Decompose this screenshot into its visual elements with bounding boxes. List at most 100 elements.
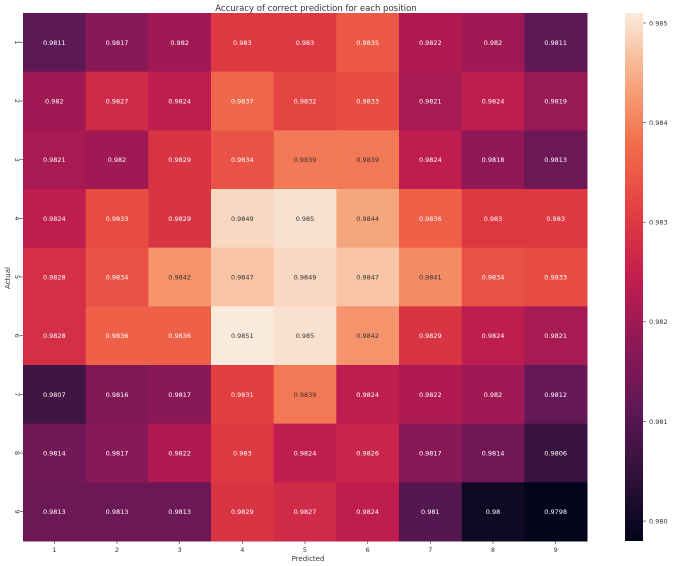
heatmap-cell	[85, 71, 149, 131]
colorbar-tick-label: 0.982	[649, 318, 668, 326]
x-tick-label: 3	[178, 546, 182, 554]
heatmap-cell	[399, 189, 463, 249]
heatmap-cell	[148, 247, 212, 307]
heatmap-cell	[85, 482, 149, 542]
heatmap-cell	[461, 71, 525, 131]
cell-value-label: 0.9824	[168, 98, 191, 106]
heatmap-cell	[273, 130, 337, 190]
cell-value-label: 0.9833	[544, 274, 567, 282]
cell-value-label: 0.9836	[168, 332, 191, 340]
colorbar	[625, 13, 643, 541]
cell-value-label: 0.9822	[419, 391, 442, 399]
heatmap-cell	[461, 13, 525, 73]
heatmap-cell	[148, 13, 212, 73]
heatmap-cell	[23, 365, 87, 425]
x-tick-label: 5	[303, 546, 307, 554]
heatmap-cell	[461, 482, 525, 542]
heatmap-cell	[23, 71, 87, 131]
cell-value-label: 0.981	[421, 508, 440, 516]
cell-value-label: 0.983	[233, 450, 252, 458]
colorbar-ticks: 0.980 0.981 0.982 0.983 0.984 0.985	[643, 19, 668, 525]
cell-value-label: 0.9828	[43, 332, 66, 340]
heatmap-cell	[524, 423, 588, 483]
heatmap-cell	[524, 247, 588, 307]
cell-value-label: 0.9829	[168, 156, 191, 164]
cell-value-label: 0.9822	[168, 450, 191, 458]
cell-value-label: 0.982	[484, 39, 503, 47]
heatmap-cell	[336, 365, 400, 425]
cell-value-label: 0.9812	[544, 391, 567, 399]
heatmap-cell	[336, 13, 400, 73]
cell-value-label: 0.9821	[544, 332, 567, 340]
colorbar-tick-label: 0.985	[649, 19, 668, 27]
heatmap-cell	[85, 189, 149, 249]
heatmap-cell	[85, 13, 149, 73]
x-tick-label: 1	[52, 546, 56, 554]
cell-value-label: 0.9833	[106, 215, 129, 223]
cell-value-label: 0.9818	[482, 156, 505, 164]
x-tick-label: 7	[428, 546, 432, 554]
cell-value-label: 0.982	[45, 98, 64, 106]
y-tick-label: 3	[13, 158, 21, 162]
cell-value-label: 0.9847	[356, 274, 379, 282]
heatmap-cell	[85, 306, 149, 366]
heatmap-cell	[399, 130, 463, 190]
cell-value-label: 0.982	[108, 156, 127, 164]
cell-value-label: 0.9831	[231, 391, 254, 399]
heatmap-cells: 0.9811 0.9817 0.982 0.983 0.983 0.9835 0.9822 0…	[23, 13, 588, 542]
heatmap-cell	[273, 423, 337, 483]
cell-value-label: 0.982	[484, 391, 503, 399]
heatmap-cell	[148, 482, 212, 542]
colorbar-tick-label: 0.984	[649, 119, 668, 127]
heatmap-cell	[524, 189, 588, 249]
heatmap-cell	[211, 71, 275, 131]
heatmap-cell	[461, 247, 525, 307]
heatmap-cell	[524, 130, 588, 190]
heatmap-cell	[399, 247, 463, 307]
cell-value-label: 0.9842	[168, 274, 191, 282]
x-tick-label: 6	[366, 546, 370, 554]
x-axis-ticks: 1 2 3 4 5 6 7 8 9	[52, 541, 558, 554]
cell-value-label: 0.983	[296, 39, 315, 47]
cell-value-label: 0.9834	[231, 156, 254, 164]
heatmap-cell	[461, 130, 525, 190]
cell-value-label: 0.9835	[356, 39, 379, 47]
cell-value-label: 0.9817	[106, 450, 129, 458]
cell-value-label: 0.9824	[356, 508, 379, 516]
heatmap-cell	[399, 365, 463, 425]
heatmap-cell	[211, 423, 275, 483]
cell-value-label: 0.9834	[106, 274, 129, 282]
heatmap-cell	[23, 247, 87, 307]
cell-value-label: 0.9816	[106, 391, 129, 399]
heatmap-cell	[211, 247, 275, 307]
heatmap-cell	[273, 365, 337, 425]
cell-value-label: 0.9821	[43, 156, 66, 164]
cell-value-label: 0.9824	[294, 450, 317, 458]
y-axis-ticks: 1 2 3 4 5 6 7 8 9	[13, 40, 23, 514]
heatmap-cell	[23, 482, 87, 542]
heatmap-cell	[399, 71, 463, 131]
heatmap-cell	[461, 189, 525, 249]
heatmap-cell	[85, 247, 149, 307]
x-tick-label: 8	[491, 546, 495, 554]
heatmap-cell	[336, 247, 400, 307]
heatmap-cell	[273, 71, 337, 131]
cell-value-label: 0.9798	[544, 508, 567, 516]
heatmap-cell	[85, 423, 149, 483]
heatmap-cell	[23, 13, 87, 73]
heatmap-cell	[148, 130, 212, 190]
x-tick-label: 9	[554, 546, 558, 554]
cell-value-label: 0.9824	[419, 156, 442, 164]
cell-value-label: 0.9821	[419, 98, 442, 106]
cell-value-label: 0.985	[296, 332, 315, 340]
cell-value-label: 0.9837	[231, 98, 254, 106]
cell-value-label: 0.9829	[231, 508, 254, 516]
heatmap-cell	[399, 13, 463, 73]
heatmap-cell	[273, 13, 337, 73]
cell-value-label: 0.9827	[294, 508, 317, 516]
cell-value-label: 0.9851	[231, 332, 254, 340]
cell-value-label: 0.9829	[168, 215, 191, 223]
cell-value-label: 0.9841	[419, 274, 442, 282]
cell-value-label: 0.9844	[356, 215, 379, 223]
